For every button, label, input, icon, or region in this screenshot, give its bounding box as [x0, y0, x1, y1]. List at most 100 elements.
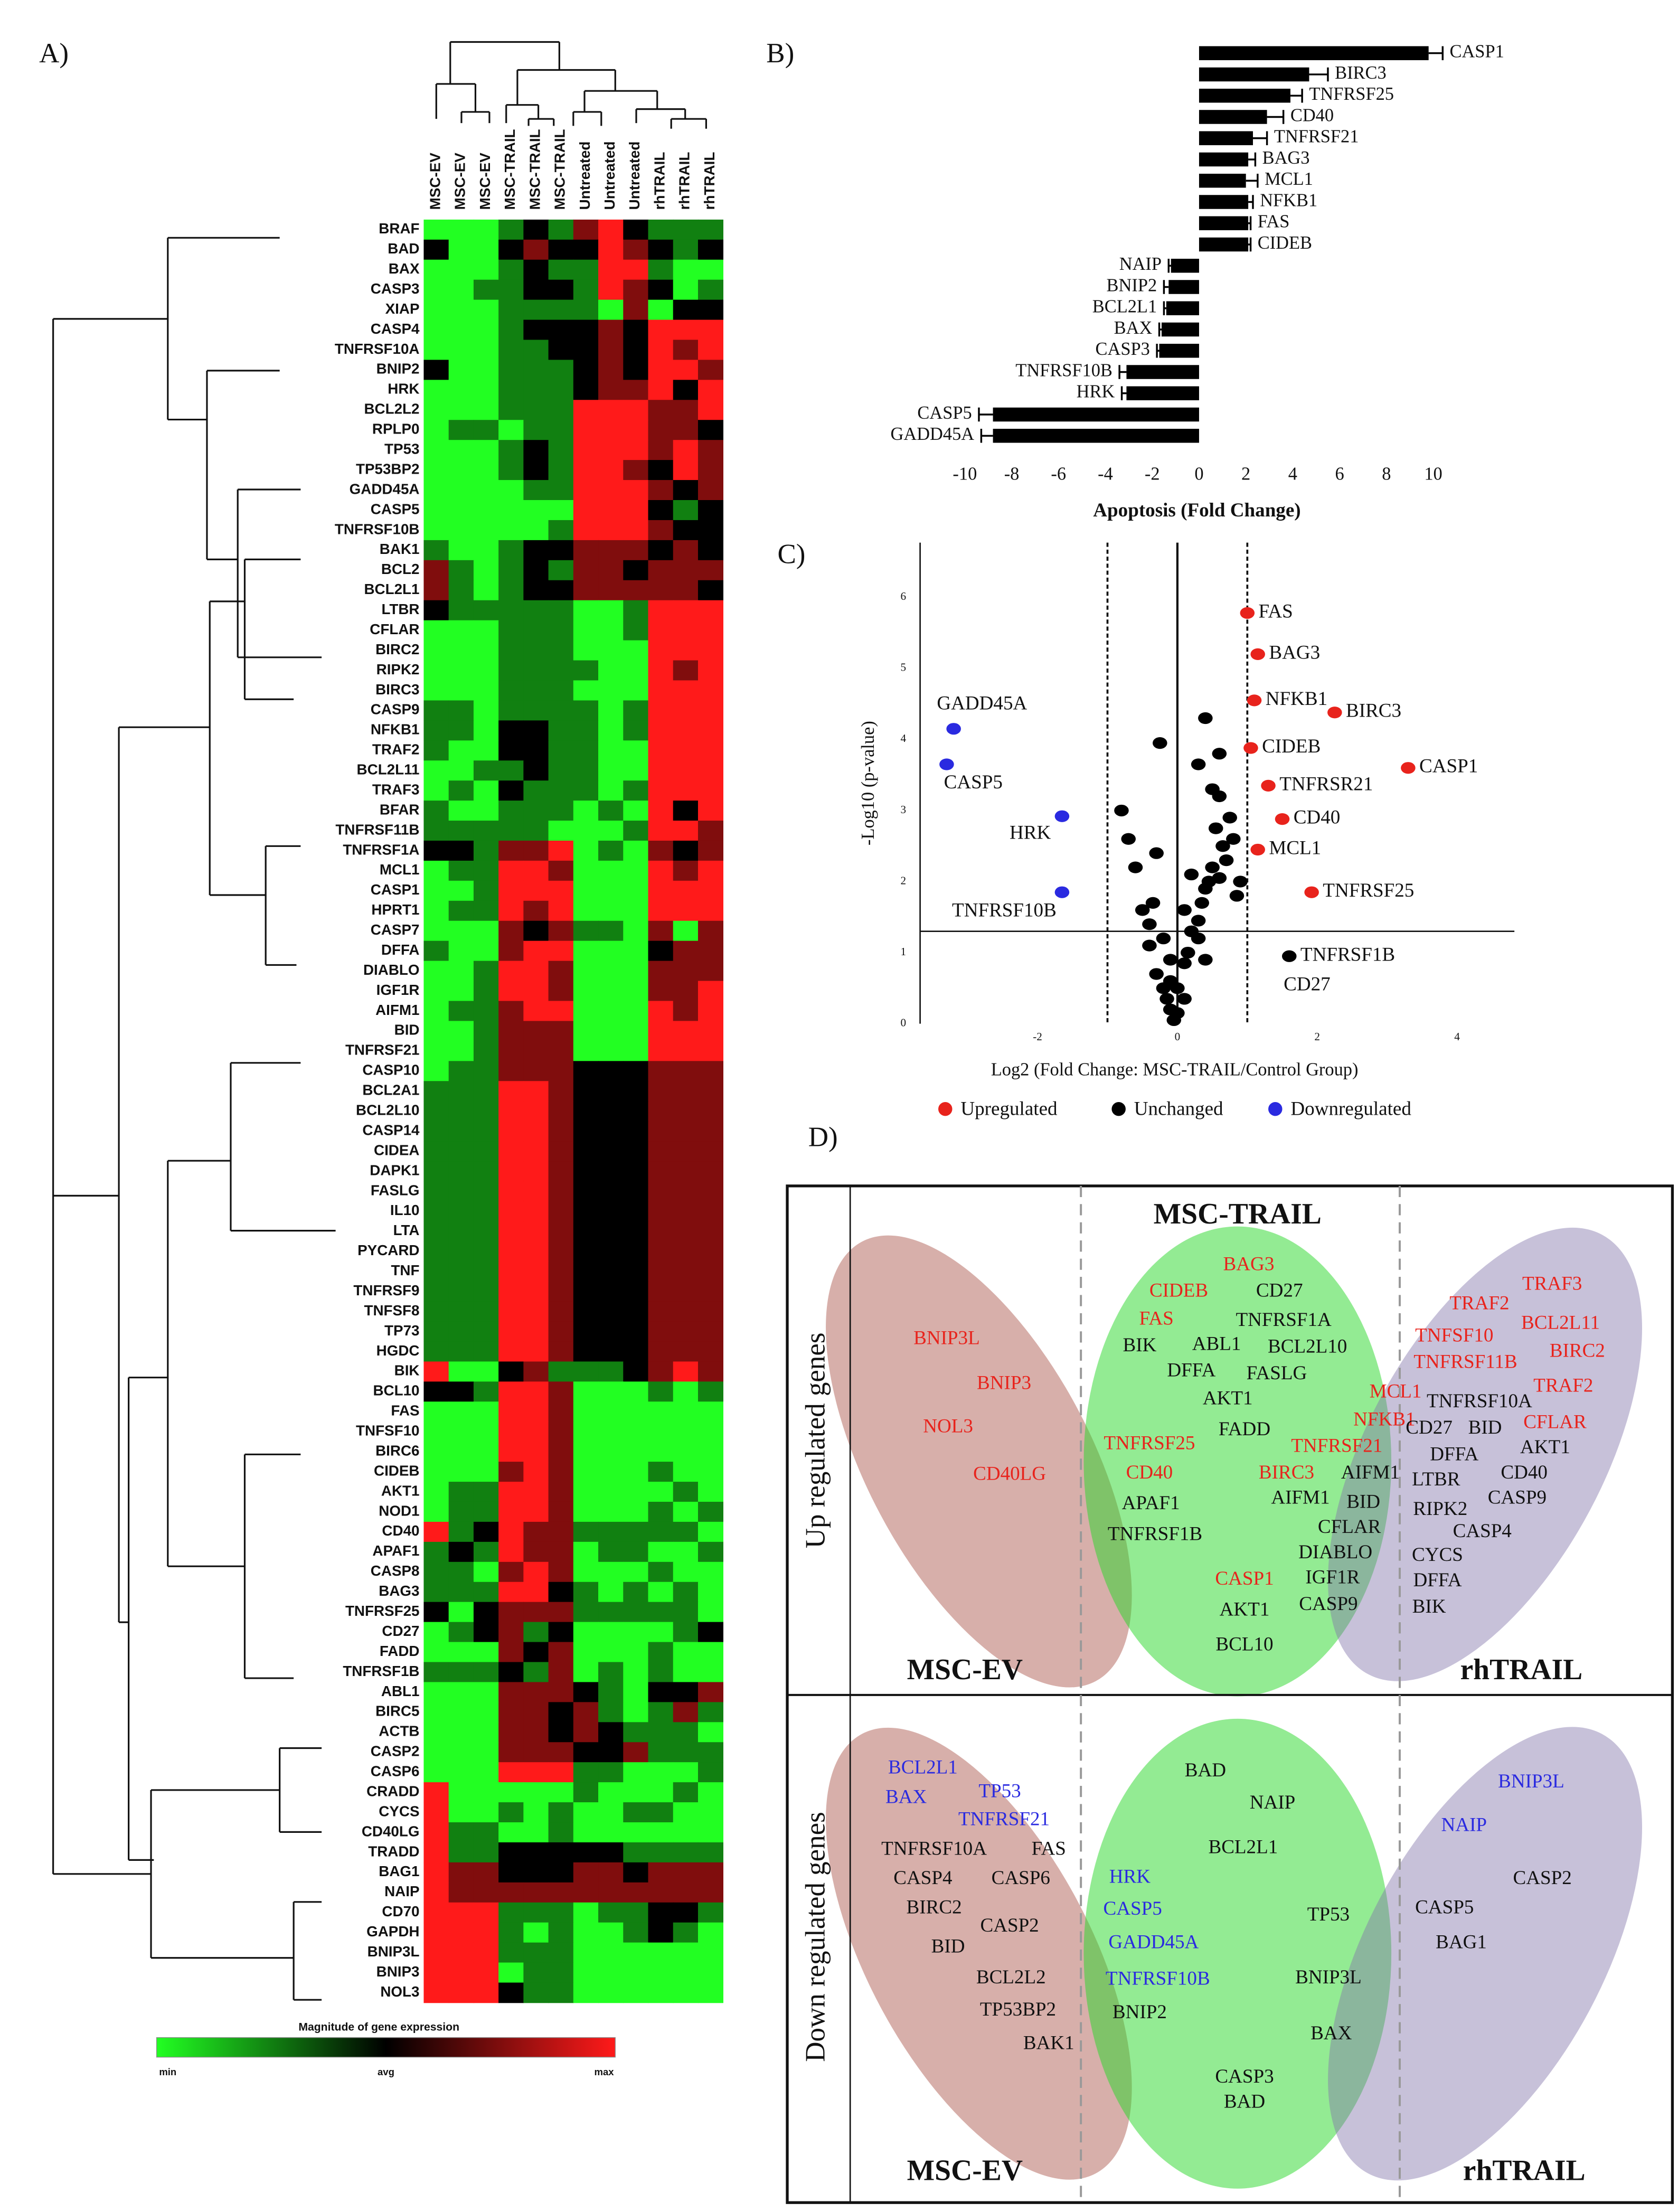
row-label: CD40LG [362, 1823, 420, 1839]
heat-cell [573, 940, 599, 962]
heat-cell [697, 279, 723, 300]
row-label: APAF1 [372, 1542, 419, 1559]
heat-cell [623, 219, 649, 240]
heat-cell [473, 600, 499, 621]
row-label: AIFM1 [375, 1002, 419, 1018]
heat-cell [598, 1682, 624, 1703]
heat-cell [573, 400, 599, 421]
heat-cell [648, 680, 674, 701]
heat-cell [648, 1902, 674, 1923]
heat-cell [523, 1742, 549, 1763]
heat-cell [673, 720, 699, 741]
x-tick-label: -2 [1033, 1030, 1042, 1043]
heat-cell [473, 299, 499, 321]
heat-cell [423, 1582, 449, 1603]
heat-cell [498, 801, 524, 821]
heat-cell [598, 1541, 624, 1562]
annotation: CD27 [1284, 974, 1331, 995]
heat-cell [573, 440, 599, 460]
heat-cell [623, 840, 649, 861]
x-tick-label: 6 [1335, 464, 1344, 484]
heat-cell [423, 1161, 449, 1182]
heat-cell [548, 1482, 574, 1502]
row-label: CASP4 [371, 321, 420, 337]
heat-cell [598, 1962, 624, 1983]
heat-cell [697, 1482, 723, 1502]
heat-cell [548, 259, 574, 280]
heat-cell [498, 580, 524, 601]
heat-cell [548, 1541, 574, 1562]
bar-label: CASP5 [917, 403, 972, 423]
gene-label: TNFRSF25 [1104, 1432, 1195, 1454]
gene-label: APAF1 [1122, 1492, 1180, 1514]
heat-cell [423, 780, 449, 801]
heat-cell [548, 1281, 574, 1302]
heat-cell [423, 1842, 449, 1863]
heat-cell [473, 1101, 499, 1122]
heat-cell [573, 1662, 599, 1683]
heat-cell [697, 1281, 723, 1302]
heat-cell [598, 1301, 624, 1322]
heat-cell [573, 360, 599, 381]
heat-cell [623, 920, 649, 942]
error-bar [1156, 344, 1159, 358]
bar-label: TNFRSF21 [1274, 127, 1359, 147]
heat-cell [548, 1602, 574, 1623]
gene-label: CASP4 [893, 1867, 952, 1889]
heat-cell [697, 1422, 723, 1442]
heat-cell [423, 880, 449, 901]
heat-cell [498, 400, 524, 421]
heat-cell [423, 1061, 449, 1082]
heat-cell [423, 319, 449, 341]
bar-label: NAIP [1119, 254, 1162, 274]
heat-cell [448, 1121, 474, 1142]
heat-cell [448, 981, 474, 1002]
heat-cell [598, 900, 624, 921]
heat-cell [697, 1962, 723, 1983]
row-label: CD40 [382, 1522, 419, 1539]
heat-cell [548, 1842, 574, 1863]
heat-cell [648, 560, 674, 581]
heat-cell [498, 860, 524, 881]
heat-cell [598, 1521, 624, 1542]
heat-cell [548, 500, 574, 521]
heat-cell [423, 1521, 449, 1542]
heat-cell [473, 259, 499, 280]
column-label: MSC-TRAIL [526, 129, 543, 210]
gene-label: AKT1 [1203, 1388, 1253, 1409]
heat-cell [648, 1982, 674, 2003]
heat-cell [623, 1541, 649, 1562]
heat-cell [473, 380, 499, 401]
error-bar [1309, 67, 1329, 82]
row-label: LTBR [381, 601, 419, 617]
heat-cell [548, 620, 574, 641]
heat-cell [648, 219, 674, 240]
heat-cell [598, 961, 624, 982]
error-bar [1158, 322, 1162, 337]
heat-cell [448, 1301, 474, 1322]
row-label: CASP3 [371, 280, 420, 297]
heat-cell [697, 720, 723, 741]
heat-cell [573, 1241, 599, 1262]
heat-cell [523, 420, 549, 440]
heat-cell [598, 1902, 624, 1923]
heat-cell [548, 1982, 574, 2003]
bar-label: TNFRSF25 [1309, 84, 1394, 104]
row-label: BFAR [380, 801, 420, 817]
heat-cell [448, 920, 474, 942]
heat-cell [573, 900, 599, 921]
heat-cell [498, 380, 524, 401]
heat-cell [697, 1742, 723, 1763]
heat-cell [473, 1321, 499, 1342]
heat-cell [548, 1001, 574, 1022]
heat-cell [448, 821, 474, 841]
heat-cell [448, 279, 474, 300]
point-label: CIDEB [1262, 736, 1321, 757]
row-label: CASP2 [371, 1743, 420, 1759]
heat-cell [448, 360, 474, 381]
heat-cell [573, 299, 599, 321]
heat-cell [523, 1241, 549, 1262]
heat-cell [673, 1001, 699, 1022]
heat-cell [598, 1862, 624, 1883]
heat-cell [598, 1001, 624, 1022]
